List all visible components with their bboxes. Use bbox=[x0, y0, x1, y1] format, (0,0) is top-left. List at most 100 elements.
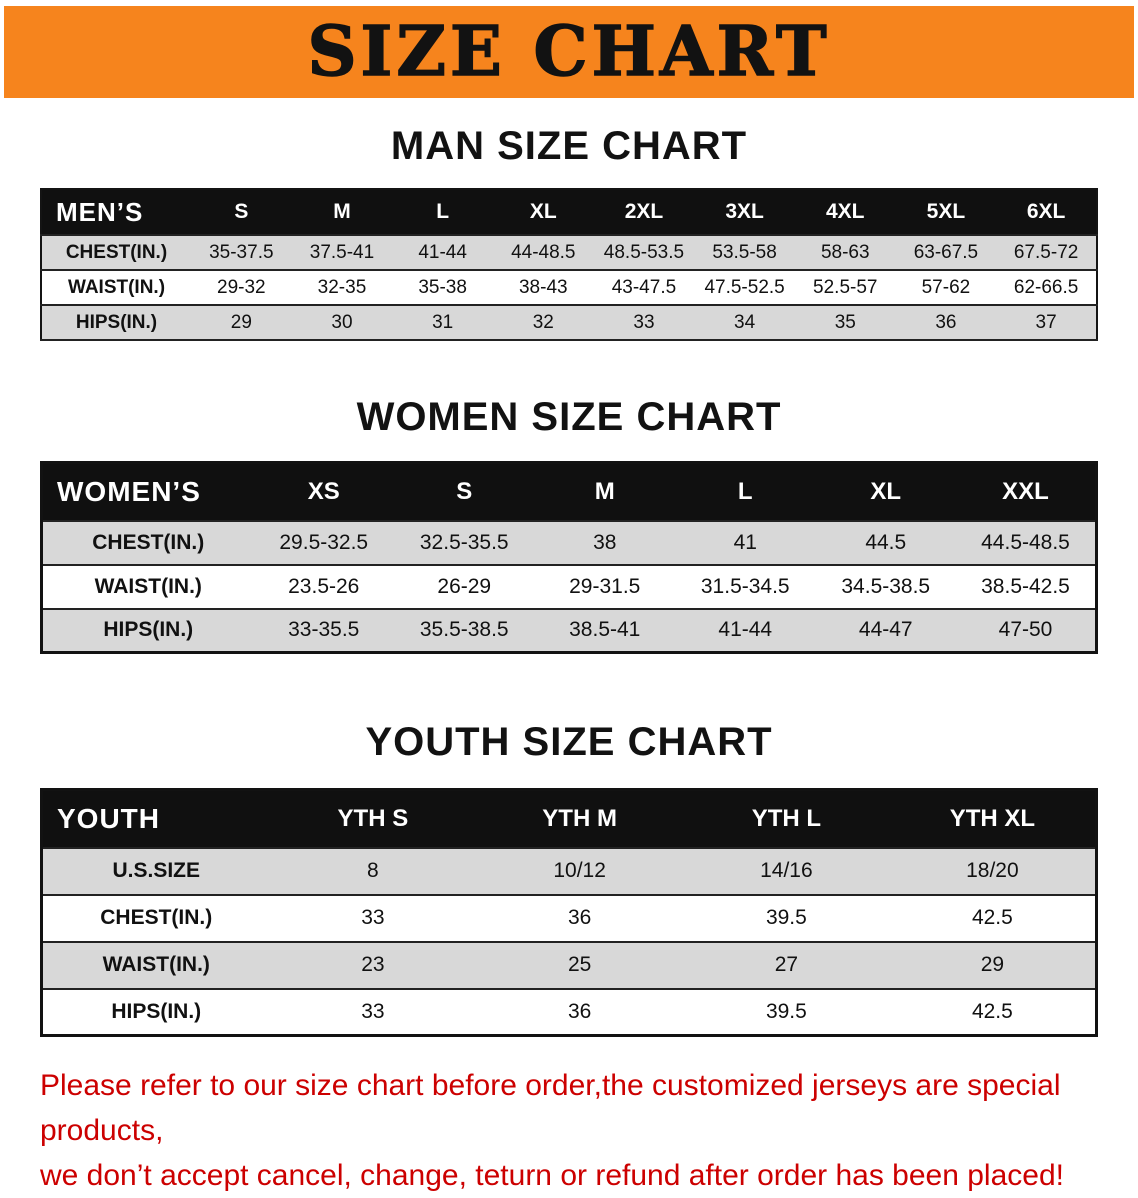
size-value-cell: 33 bbox=[361, 906, 385, 929]
size-value-cell: 14/16 bbox=[760, 859, 813, 882]
youth-size-section: YOUTH SIZE CHART YOUTH YTH S YTH M YTH L YTH… bbox=[0, 720, 1138, 1037]
size-value-cell: 41-44 bbox=[418, 241, 467, 263]
size-value-cell: 38 bbox=[593, 530, 617, 554]
size-value-cell: 44.5 bbox=[865, 530, 907, 554]
table-row: HIPS(IN.) 33-35.5 35.5-38.5 38.5-41 41-44 44-… bbox=[41, 608, 1097, 653]
size-value-cell: 31.5-34.5 bbox=[700, 574, 790, 598]
row-label-cell: HIPS(IN.) bbox=[111, 999, 202, 1023]
size-value-cell: 35.5-38.5 bbox=[419, 618, 509, 642]
table-group-label: MEN’S bbox=[41, 189, 191, 235]
size-value-cell: 41 bbox=[733, 530, 757, 554]
table-row: CHEST(IN.) 33 36 39.5 42.5 bbox=[41, 894, 1097, 942]
row-label-cell: CHEST(IN.) bbox=[100, 906, 213, 929]
man-size-heading: MAN SIZE CHART bbox=[390, 124, 748, 168]
size-value-cell: 42.5 bbox=[971, 999, 1013, 1023]
size-value-cell: 39.5 bbox=[765, 999, 807, 1023]
size-column-header: S bbox=[394, 462, 535, 521]
table-row: CHEST(IN.) 35-37.5 37.5-41 41-44 44-48.5 48.5… bbox=[41, 235, 1097, 270]
size-value-cell: 38.5-41 bbox=[569, 618, 641, 642]
size-value-cell: 32 bbox=[532, 311, 554, 333]
size-value-cell: 32.5-35.5 bbox=[419, 530, 509, 554]
size-value-cell: 32-35 bbox=[317, 276, 367, 298]
size-value-cell: 27 bbox=[774, 953, 799, 976]
size-value-cell: 18/20 bbox=[966, 859, 1019, 882]
row-label-cell: WAIST(IN.) bbox=[67, 276, 166, 298]
size-column-header: YTH M bbox=[476, 789, 683, 848]
size-value-cell: 23.5-26 bbox=[288, 574, 360, 598]
womens-size-table: WOMEN’S XS S M L XL XXL CHEST(IN.) 29.5-32.5 32.5… bbox=[40, 461, 1098, 654]
row-label-cell: CHEST(IN.) bbox=[92, 530, 205, 554]
size-value-cell: 10/12 bbox=[553, 859, 606, 882]
size-column-header: 5XL bbox=[895, 189, 997, 235]
size-value-cell: 36 bbox=[935, 311, 957, 333]
mens-size-table-container: MEN’S S M L XL 2XL 3XL 4XL 5XL 6XL CHEST(IN.) 35-37… bbox=[0, 188, 1138, 341]
size-value-cell: 29.5-32.5 bbox=[279, 530, 369, 554]
size-value-cell: 52.5-57 bbox=[813, 276, 878, 298]
size-value-cell: 41-44 bbox=[718, 618, 773, 642]
table-row: WAIST(IN.) 23.5-26 26-29 29-31.5 31.5-34.5 34… bbox=[41, 564, 1097, 609]
disclaimer: Please refer to our size chart before or… bbox=[40, 1063, 1118, 1198]
size-value-cell: 37 bbox=[1035, 311, 1057, 333]
size-value-cell: 37.5-41 bbox=[309, 241, 375, 263]
size-column-header: 6XL bbox=[996, 189, 1097, 235]
size-value-cell: 29 bbox=[980, 953, 1005, 976]
size-value-cell: 57-62 bbox=[921, 276, 971, 298]
row-label-cell: HIPS(IN.) bbox=[103, 618, 194, 642]
table-row: CHEST(IN.) 29.5-32.5 32.5-35.5 38 41 44.5 44.5… bbox=[41, 520, 1097, 565]
row-label-cell: CHEST(IN.) bbox=[65, 241, 168, 263]
youth-size-heading: YOUTH SIZE CHART bbox=[365, 720, 773, 764]
size-chart-page: SIZE CHART MAN SIZE CHART MEN’S S M L XL 2XL 3… bbox=[0, 6, 1138, 1198]
mens-size-table: MEN’S S M L XL 2XL 3XL 4XL 5XL 6XL CHEST(IN.) 35-37… bbox=[40, 188, 1098, 341]
size-value-cell: 31 bbox=[432, 311, 454, 333]
size-column-header: L bbox=[675, 462, 816, 521]
header-row: WOMEN’S XS S M L XL XXL bbox=[41, 462, 1097, 521]
size-value-cell: 42.5 bbox=[971, 906, 1013, 929]
size-column-header: YTH S bbox=[269, 789, 477, 848]
womens-size-table-container: WOMEN’S XS S M L XL XXL CHEST(IN.) 29.5-32.5 32.5… bbox=[0, 461, 1138, 654]
size-value-cell: 36 bbox=[567, 999, 592, 1023]
size-value-cell: 35-38 bbox=[418, 276, 467, 298]
row-label-cell: WAIST(IN.) bbox=[102, 953, 210, 976]
size-column-header: 4XL bbox=[794, 189, 896, 235]
size-value-cell: 35 bbox=[834, 311, 856, 333]
size-value-cell: 29-31.5 bbox=[569, 574, 641, 598]
table-group-label: YOUTH bbox=[41, 789, 270, 848]
size-value-cell: 44-47 bbox=[858, 618, 913, 642]
size-value-cell: 63-67.5 bbox=[913, 241, 979, 263]
size-column-header: L bbox=[392, 189, 493, 235]
size-value-cell: 38-43 bbox=[518, 276, 568, 298]
youth-size-table-container: YOUTH YTH S YTH M YTH L YTH XL U.S.SIZE 8 10/12… bbox=[0, 788, 1138, 1037]
women-size-heading: WOMEN SIZE CHART bbox=[356, 395, 782, 439]
size-value-cell: 58-63 bbox=[820, 241, 870, 263]
size-value-cell: 44.5-48.5 bbox=[981, 530, 1070, 554]
size-column-header: XXL bbox=[956, 462, 1097, 521]
size-value-cell: 43-47.5 bbox=[611, 276, 677, 298]
size-value-cell: 39.5 bbox=[765, 906, 807, 929]
table-row: WAIST(IN.) 23 25 27 29 bbox=[41, 941, 1097, 989]
youth-size-table: YOUTH YTH S YTH M YTH L YTH XL U.S.SIZE 8 10/12… bbox=[40, 788, 1098, 1037]
size-value-cell: 38.5-42.5 bbox=[981, 574, 1070, 598]
header-row: MEN’S S M L XL 2XL 3XL 4XL 5XL 6XL bbox=[41, 189, 1097, 235]
size-value-cell: 48.5-53.5 bbox=[603, 241, 685, 263]
size-column-header: M bbox=[534, 462, 675, 521]
size-column-header: S bbox=[191, 189, 292, 235]
row-label-cell: HIPS(IN.) bbox=[75, 311, 158, 333]
size-value-cell: 30 bbox=[331, 311, 353, 333]
size-column-header: XL bbox=[815, 462, 956, 521]
size-column-header: XL bbox=[492, 189, 594, 235]
size-column-header: XS bbox=[253, 462, 394, 521]
size-value-cell: 29 bbox=[230, 311, 252, 333]
size-column-header: 2XL bbox=[593, 189, 695, 235]
size-value-cell: 23 bbox=[361, 953, 385, 976]
row-label-cell: WAIST(IN.) bbox=[94, 574, 202, 598]
size-value-cell: 35-37.5 bbox=[209, 241, 274, 263]
size-value-cell: 34 bbox=[734, 311, 756, 333]
women-size-section: WOMEN SIZE CHART WOMEN’S XS S M L XL XXL CHEST(… bbox=[0, 395, 1138, 654]
table-group-label: WOMEN’S bbox=[41, 462, 254, 521]
man-size-section: MAN SIZE CHART MEN’S S M L XL 2XL 3XL 4XL 5XL 6XL… bbox=[0, 124, 1138, 341]
size-value-cell: 8 bbox=[367, 859, 379, 882]
page-title: SIZE CHART bbox=[307, 12, 831, 92]
size-value-cell: 25 bbox=[567, 953, 592, 976]
size-value-cell: 47.5-52.5 bbox=[704, 276, 785, 298]
table-row: HIPS(IN.) 29 30 31 32 33 34 35 36 37 bbox=[41, 305, 1097, 340]
